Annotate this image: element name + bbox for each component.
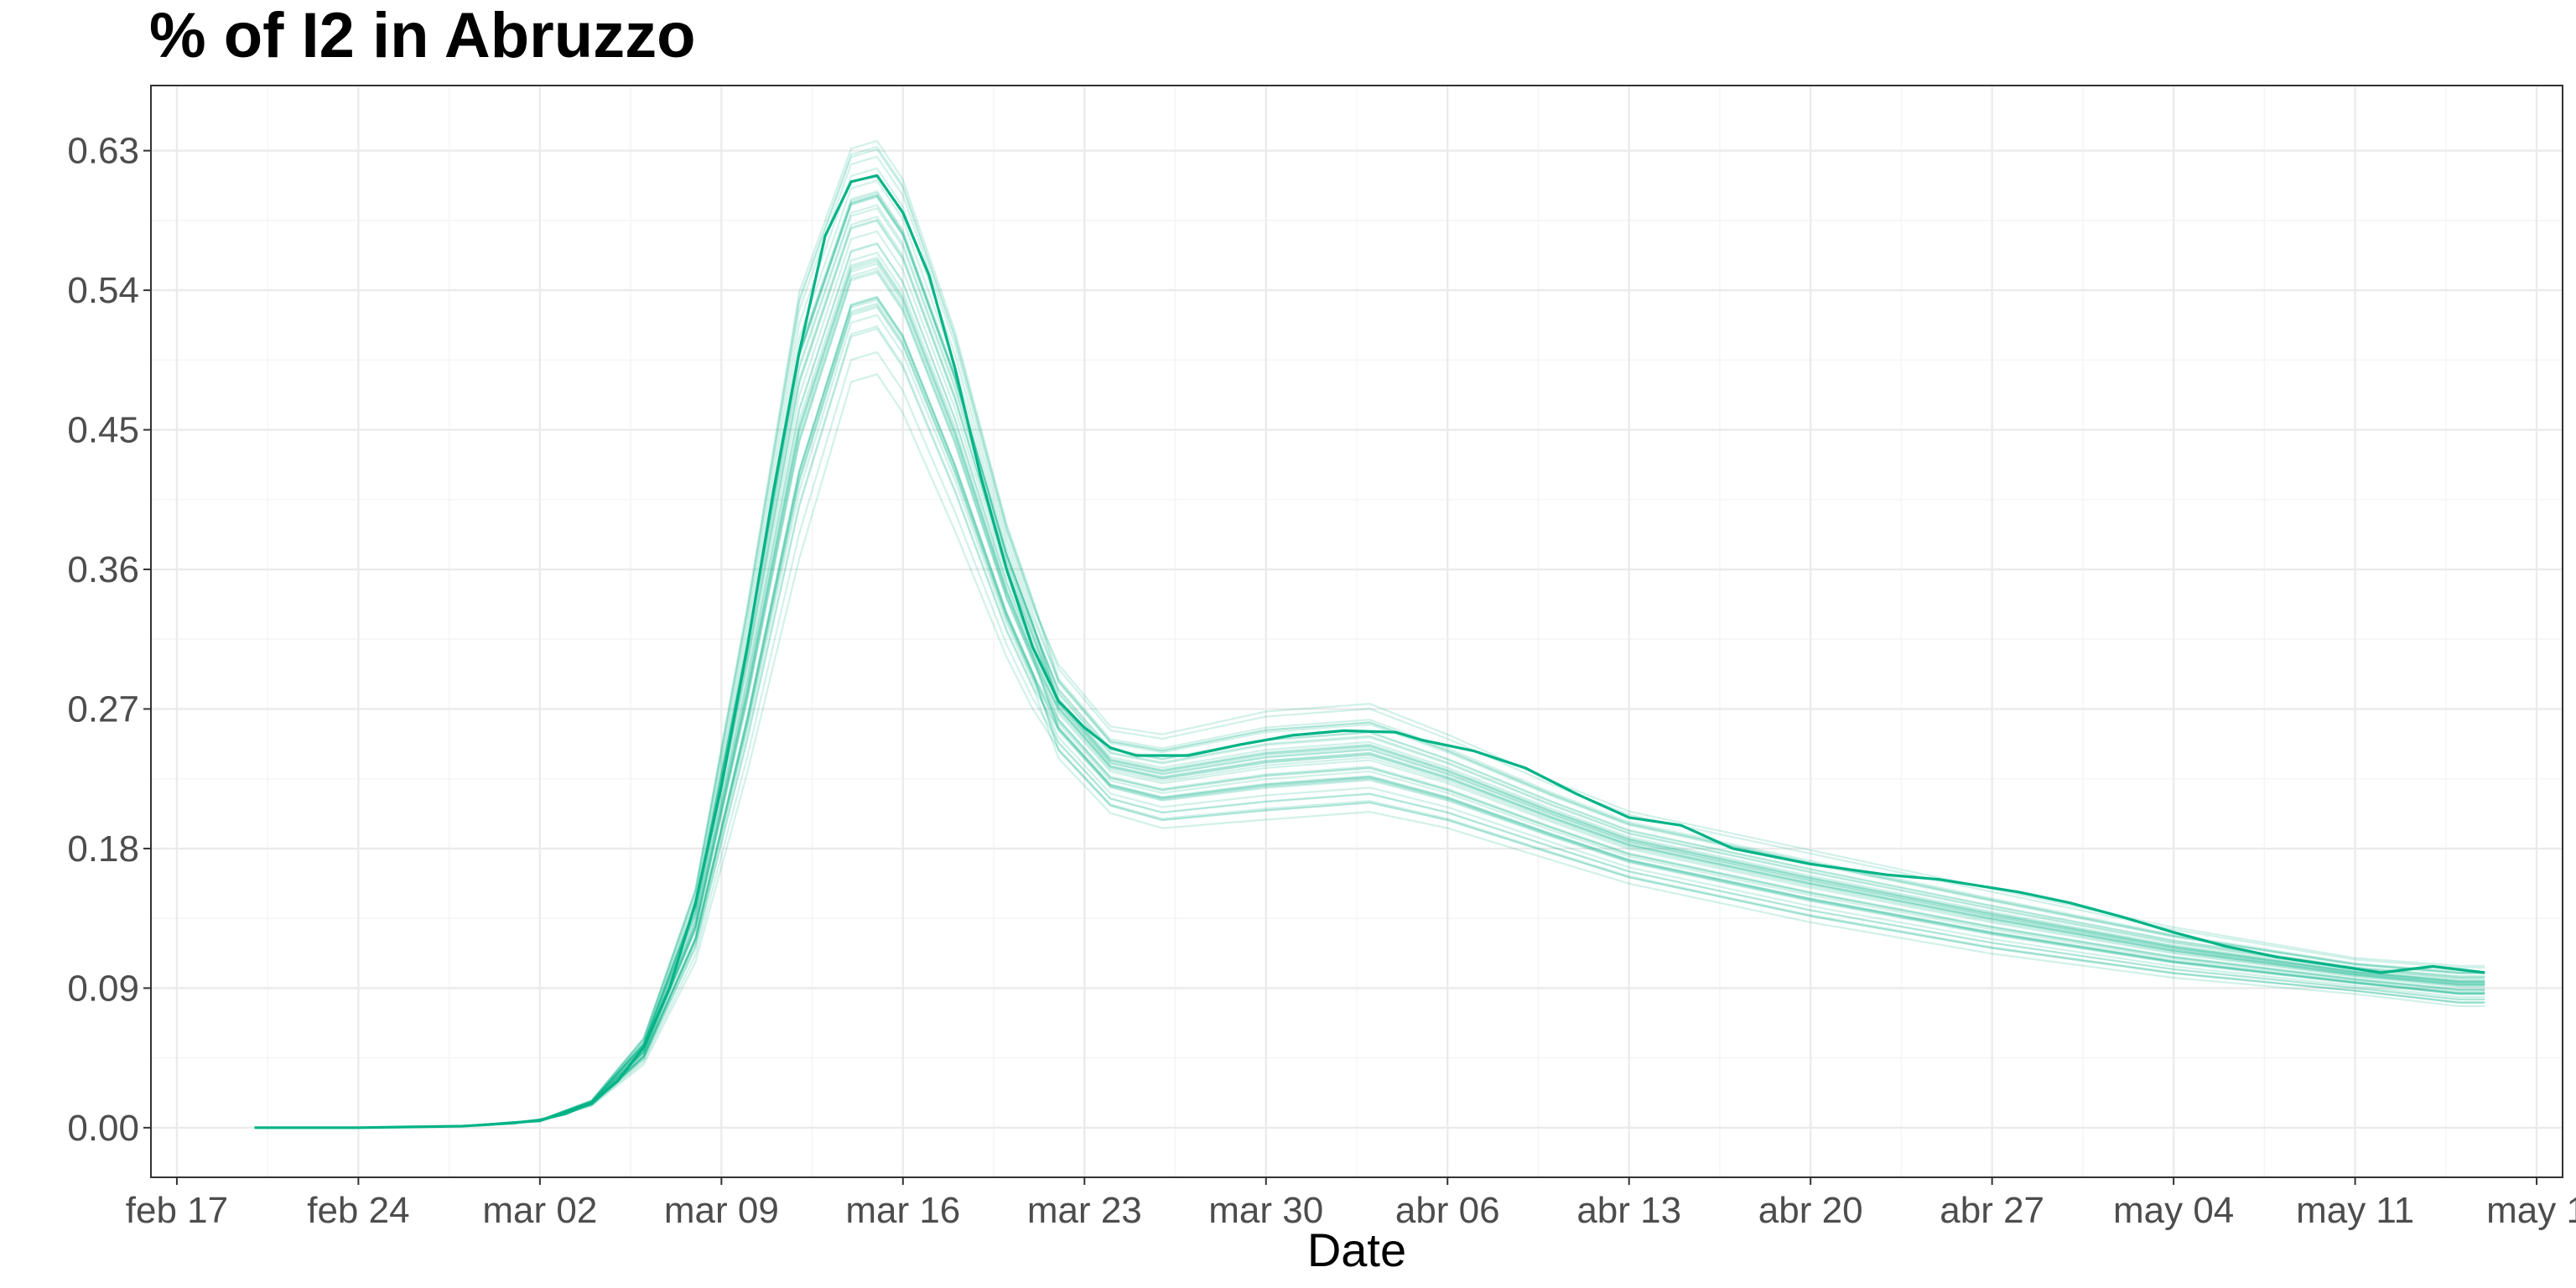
- ensemble-line: [254, 179, 2485, 1129]
- ensemble-line: [254, 299, 2485, 1129]
- major-gridlines: [151, 86, 2563, 1177]
- minor-gridlines: [151, 86, 2563, 1177]
- x-tick-label: mar 16: [845, 1190, 960, 1231]
- y-tick-label: 0.09: [67, 968, 139, 1009]
- ensemble-line: [254, 306, 2485, 1129]
- ensemble-line: [254, 304, 2485, 1129]
- y-tick-label: 0.63: [67, 131, 139, 172]
- x-axis-title: Date: [1307, 1223, 1406, 1276]
- x-tick-label: abr 20: [1758, 1190, 1863, 1231]
- ensemble-line: [254, 325, 2485, 1129]
- y-tick-label: 0.18: [67, 828, 139, 870]
- ensemble-line: [254, 194, 2485, 1129]
- x-tick-label: abr 13: [1576, 1190, 1681, 1231]
- ensemble-line: [254, 218, 2485, 1129]
- x-tick-label: mar 23: [1027, 1190, 1142, 1231]
- x-axis: feb 17 feb 24 mar 02 mar 09 mar 16 mar 23 mar …: [126, 1177, 2576, 1231]
- x-tick-label: mar 02: [482, 1190, 597, 1231]
- y-tick-label: 0.54: [67, 270, 139, 311]
- series-line: [254, 174, 2485, 1130]
- chart-title: % of I2 in Abruzzo: [149, 0, 696, 71]
- x-tick-label: may 11: [2296, 1190, 2414, 1231]
- ensemble-line: [254, 216, 2485, 1129]
- ensemble-line: [254, 190, 2485, 1129]
- ensemble-line: [254, 167, 2485, 1129]
- y-axis: 0.00 0.09 0.18 0.27 0.36 0.45 0.54 0.63: [67, 131, 151, 1149]
- x-tick-label: feb 17: [126, 1190, 228, 1231]
- x-tick-label: mar 09: [664, 1190, 779, 1231]
- x-tick-label: mar 30: [1208, 1190, 1323, 1231]
- ensemble-line: [254, 230, 2485, 1129]
- panel-border: [150, 85, 2563, 1178]
- ensemble-line: [254, 139, 2485, 1129]
- y-tick-label: 0.27: [67, 688, 139, 730]
- ensemble-line: [254, 327, 2485, 1129]
- ensemble-line: [254, 242, 2485, 1129]
- ensemble-line: [254, 148, 2485, 1129]
- series-lines: [254, 174, 2485, 1130]
- y-tick-label: 0.36: [67, 549, 139, 590]
- x-tick-label: abr 06: [1395, 1190, 1500, 1231]
- x-tick-label: abr 27: [1940, 1190, 2044, 1231]
- ensemble-line: [254, 195, 2485, 1129]
- x-tick-label: may 1: [2486, 1190, 2576, 1231]
- y-tick-label: 0.00: [67, 1108, 139, 1149]
- ensemble-line: [254, 192, 2485, 1129]
- ensemble-line: [254, 351, 2485, 1129]
- ensemble-line: [254, 373, 2485, 1129]
- ensemble-line: [254, 302, 2485, 1129]
- x-tick-label: may 04: [2113, 1190, 2234, 1231]
- x-tick-label: feb 24: [307, 1190, 409, 1231]
- ensemble-line: [254, 220, 2485, 1129]
- y-tick-label: 0.45: [67, 410, 139, 451]
- ensemble-line: [254, 242, 2485, 1129]
- ensemble-line: [254, 194, 2485, 1129]
- ensemble-line: [254, 207, 2485, 1129]
- ensemble-line: [254, 145, 2485, 1129]
- ensemble-line: [254, 314, 2485, 1129]
